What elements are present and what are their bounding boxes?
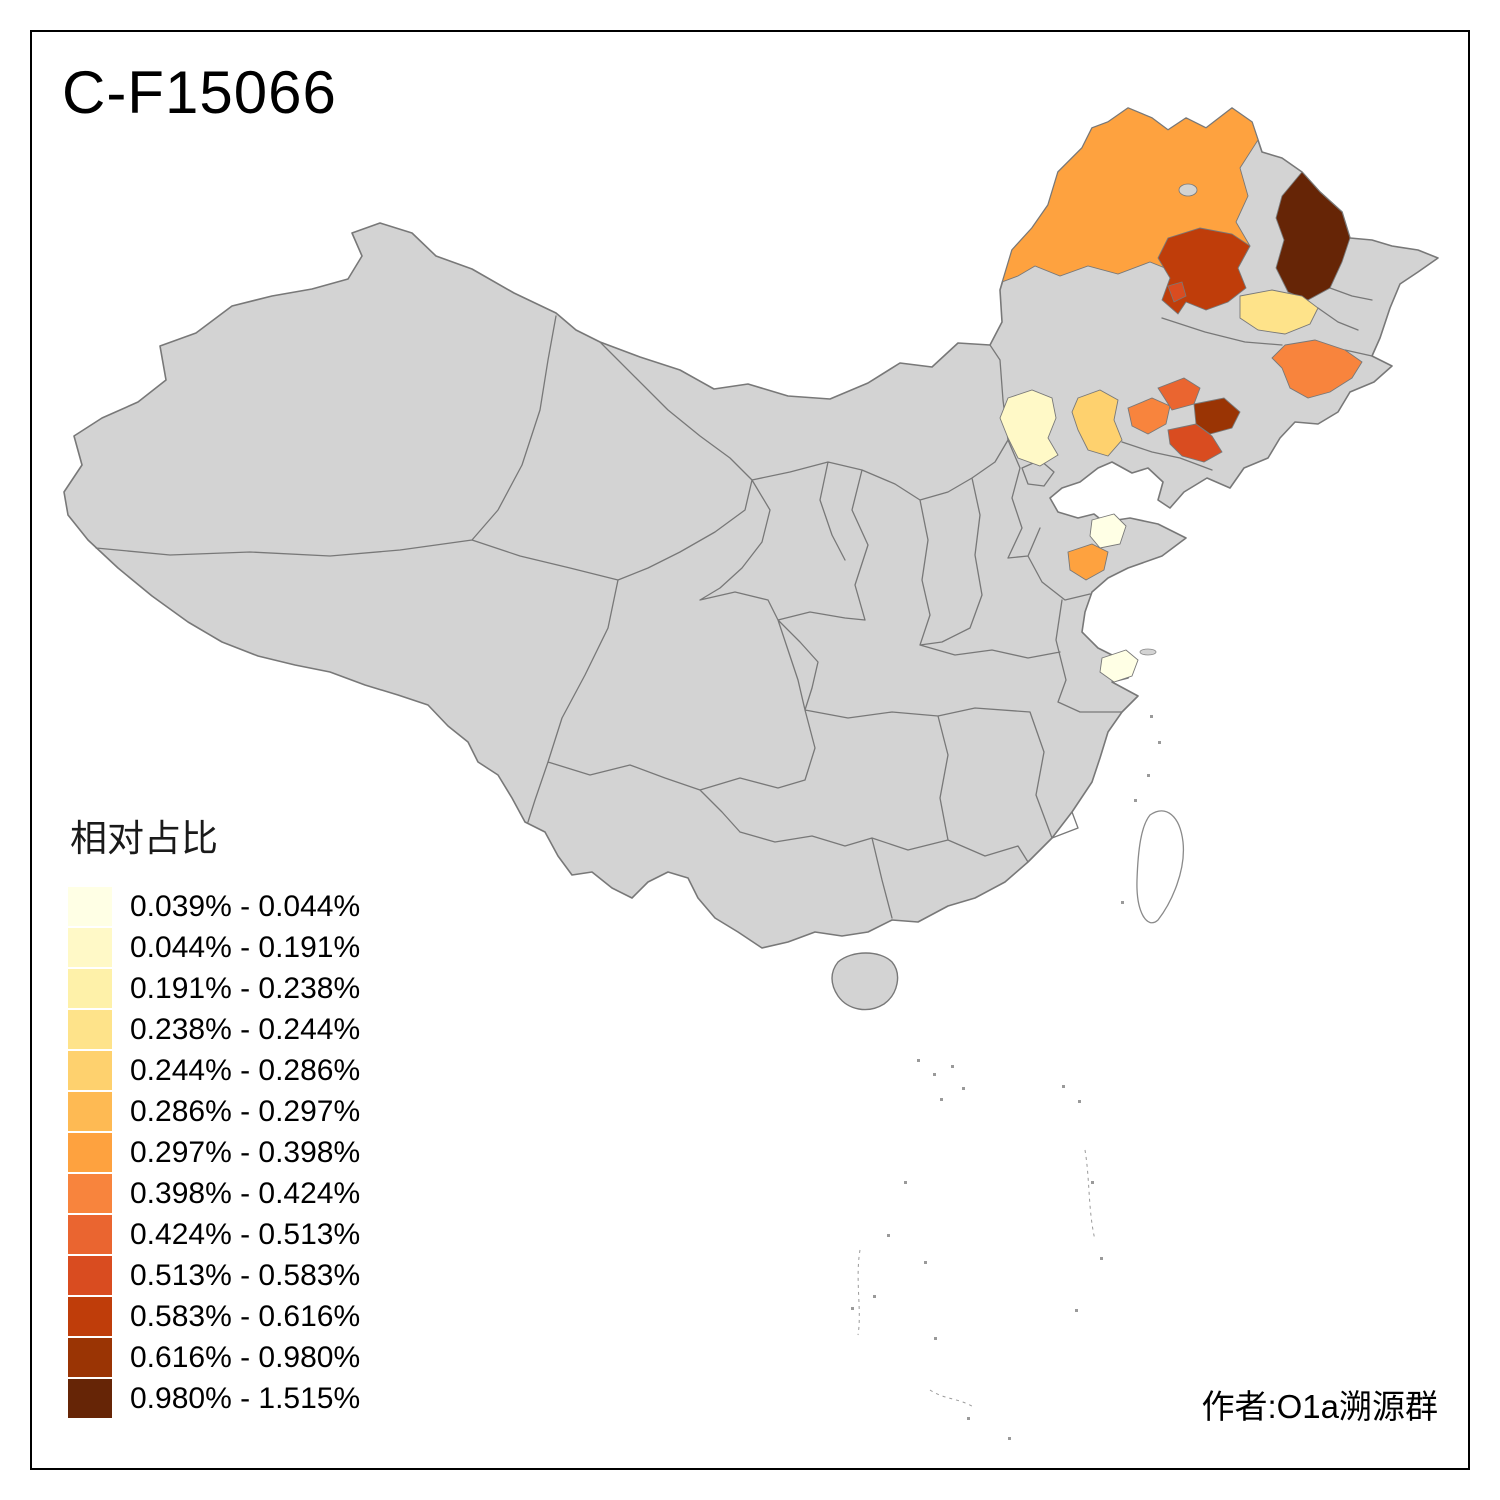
legend-swatch bbox=[68, 1297, 112, 1336]
legend-item: 0.513% - 0.583% bbox=[68, 1255, 360, 1296]
legend-item: 0.583% - 0.616% bbox=[68, 1296, 360, 1337]
legend-item: 0.398% - 0.424% bbox=[68, 1173, 360, 1214]
legend-swatch bbox=[68, 1051, 112, 1090]
region-central-liaoning-red bbox=[1167, 423, 1223, 463]
legend-swatch bbox=[68, 1133, 112, 1172]
attribution-text: 作者:O1a溯源群 bbox=[1201, 1388, 1438, 1425]
legend-swatch bbox=[68, 1338, 112, 1377]
legend-items: 0.039% - 0.044% 0.044% - 0.191% 0.191% -… bbox=[68, 886, 360, 1419]
region-shandong-orange bbox=[1067, 543, 1109, 581]
legend-swatch bbox=[68, 928, 112, 967]
legend-label: 0.424% - 0.513% bbox=[130, 1217, 361, 1251]
region-northeast-darkest-brown bbox=[1275, 171, 1351, 301]
legend-item: 0.039% - 0.044% bbox=[68, 886, 360, 927]
legend-label: 0.513% - 0.583% bbox=[130, 1258, 361, 1292]
legend-item: 0.616% - 0.980% bbox=[68, 1337, 360, 1378]
legend-swatch bbox=[68, 1010, 112, 1049]
legend-swatch bbox=[68, 1215, 112, 1254]
legend-item: 0.286% - 0.297% bbox=[68, 1091, 360, 1132]
chongming-island bbox=[1139, 648, 1157, 656]
legend-label: 0.244% - 0.286% bbox=[130, 1053, 361, 1087]
legend-label: 0.191% - 0.238% bbox=[130, 971, 361, 1005]
legend-swatch bbox=[68, 1174, 112, 1213]
legend-item: 0.980% - 1.515% bbox=[68, 1378, 360, 1419]
region-north-liaoning-red-orange bbox=[1157, 377, 1201, 411]
region-inner-mongolia-cream bbox=[999, 389, 1059, 467]
legend-swatch bbox=[68, 1256, 112, 1295]
legend-swatch bbox=[68, 1379, 112, 1418]
legend-swatch bbox=[68, 887, 112, 926]
legend-swatch bbox=[68, 969, 112, 1008]
legend-item: 0.191% - 0.238% bbox=[68, 968, 360, 1009]
legend-item: 0.297% - 0.398% bbox=[68, 1132, 360, 1173]
legend-label: 0.398% - 0.424% bbox=[130, 1176, 361, 1210]
region-northeast-small-red-spot bbox=[1167, 281, 1187, 303]
legend-label: 0.238% - 0.244% bbox=[130, 1012, 361, 1046]
legend-item: 0.424% - 0.513% bbox=[68, 1214, 360, 1255]
legend-label: 0.980% - 1.515% bbox=[130, 1381, 361, 1415]
south-china-sea-island-specks bbox=[851, 1059, 1103, 1440]
hainan-island bbox=[831, 952, 899, 1011]
legend-item: 0.238% - 0.244% bbox=[68, 1009, 360, 1050]
legend-label: 0.583% - 0.616% bbox=[130, 1299, 361, 1333]
legend-label: 0.286% - 0.297% bbox=[130, 1094, 361, 1128]
legend-label: 0.039% - 0.044% bbox=[130, 889, 361, 923]
region-shandong-pale bbox=[1089, 513, 1127, 549]
taiwan-island bbox=[1136, 810, 1185, 924]
region-shanghai-pale bbox=[1099, 649, 1139, 683]
legend-title: 相对占比 bbox=[70, 818, 218, 859]
legend-label: 0.297% - 0.398% bbox=[130, 1135, 361, 1169]
legend-label: 0.616% - 0.980% bbox=[130, 1340, 361, 1374]
region-east-jilin-orange bbox=[1271, 339, 1363, 399]
mainland-landmass bbox=[63, 107, 1439, 949]
legend-swatch bbox=[68, 1092, 112, 1131]
region-northeast-pale-yellow bbox=[1239, 289, 1319, 335]
legend-label: 0.044% - 0.191% bbox=[130, 930, 361, 964]
hulun-lake bbox=[1178, 183, 1198, 197]
legend-item: 0.244% - 0.286% bbox=[68, 1050, 360, 1091]
province-borders bbox=[95, 287, 1373, 919]
page-title: C-F15066 bbox=[62, 59, 337, 126]
legend: 相对占比 0.039% - 0.044% 0.044% - 0.191% 0.1… bbox=[68, 808, 360, 1419]
south-china-sea-reef-outlines bbox=[857, 1149, 1096, 1409]
legend-item: 0.044% - 0.191% bbox=[68, 927, 360, 968]
region-inner-mongolia-light-yellow bbox=[1071, 389, 1123, 457]
region-west-liaoning-orange bbox=[1127, 397, 1171, 435]
